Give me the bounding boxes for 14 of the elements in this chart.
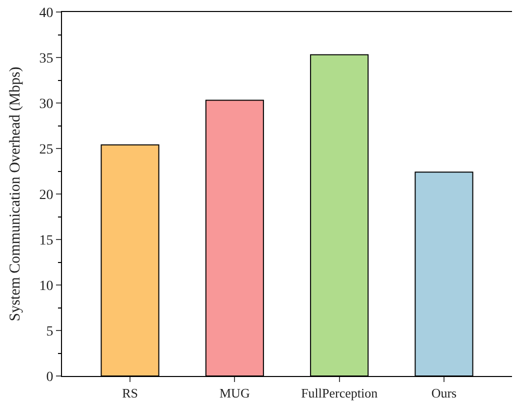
y-tick-label: 35 [39, 51, 54, 66]
y-tick-label: 25 [39, 142, 54, 158]
x-tick-label: RS [122, 386, 138, 401]
x-tick-label: Ours [431, 386, 457, 401]
y-tick-label: 40 [39, 6, 54, 21]
y-axis-title: System Communication Overhead (Mbps) [7, 66, 24, 322]
y-tick-label: 15 [39, 233, 54, 248]
y-tick-label: 30 [39, 96, 54, 112]
y-tick-label: 10 [39, 278, 54, 294]
y-tick-label: 5 [46, 324, 54, 340]
x-tick-label: FullPerception [301, 386, 378, 401]
y-tick-label: 20 [39, 188, 54, 203]
y-tick-label: 0 [46, 370, 54, 385]
x-tick-label: MUG [220, 386, 250, 401]
